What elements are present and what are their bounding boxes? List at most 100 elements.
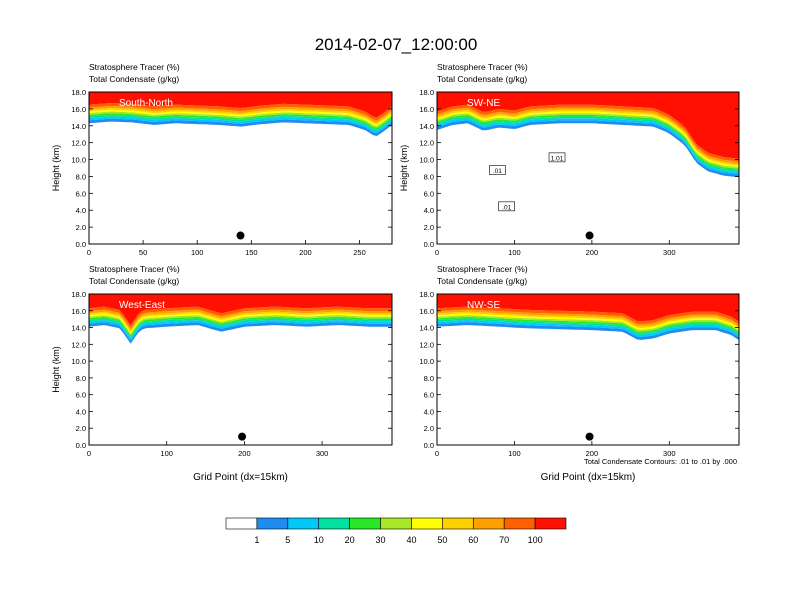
tracer-band	[89, 322, 392, 344]
x-tick-label: 0	[87, 449, 91, 458]
tracer-band	[437, 316, 739, 334]
subtitle-tracer: Stratosphere Tracer (%)	[437, 62, 528, 72]
tracer-band	[89, 114, 392, 131]
subtitle-tracer: Stratosphere Tracer (%)	[89, 62, 180, 72]
y-tick-label: 10.0	[419, 156, 434, 165]
y-axis-label: Height (km)	[51, 145, 61, 192]
colorbar-swatch	[287, 517, 320, 530]
subtitle-condensate: Total Condensate (g/kg)	[89, 74, 179, 84]
y-tick-label: 2.0	[76, 424, 86, 433]
x-tick-label: 200	[586, 449, 599, 458]
y-tick-label: 18.0	[419, 290, 434, 299]
tracer-band	[89, 306, 392, 329]
location-marker	[238, 432, 247, 441]
colorbar-swatch	[472, 517, 505, 530]
contour-label: .01	[502, 204, 511, 211]
tracer-band	[89, 316, 392, 337]
y-tick-label: 14.0	[419, 122, 434, 131]
x-tick-label: 200	[238, 449, 251, 458]
tracer-band	[89, 92, 392, 118]
tracer-band	[89, 113, 392, 130]
colorbar-label: 100	[528, 535, 543, 545]
subtitle-tracer: Stratosphere Tracer (%)	[437, 264, 528, 274]
tracer-band	[437, 318, 739, 336]
y-tick-label: 10.0	[419, 357, 434, 366]
tracer-band	[89, 311, 392, 332]
y-tick-label: 4.0	[76, 206, 86, 215]
tracer-band	[89, 318, 392, 339]
x-tick-label: 100	[160, 449, 173, 458]
x-tick-label: 50	[139, 248, 147, 257]
y-tick-label: 0.0	[424, 441, 434, 450]
colorbar-label: 10	[314, 535, 324, 545]
panel-west-east: West-East Stratosphere Tracer (%) Total Co…	[51, 264, 393, 483]
tracer-band	[437, 311, 739, 329]
colorbar-swatch	[411, 517, 443, 530]
x-tick-label: 0	[87, 248, 91, 257]
subtitle-condensate: Total Condensate (g/kg)	[89, 276, 179, 286]
y-tick-label: 4.0	[424, 407, 434, 416]
panel-label: South-North	[119, 98, 173, 109]
y-tick-label: 0.0	[424, 240, 434, 249]
y-tick-label: 10.0	[71, 357, 86, 366]
x-tick-label: 250	[353, 248, 366, 257]
panel-label: NW-SE	[467, 300, 500, 311]
colorbar-label: 40	[406, 535, 416, 545]
y-tick-label: 2.0	[424, 424, 434, 433]
y-tick-label: 8.0	[76, 172, 86, 181]
plot-frame	[88, 91, 393, 245]
tracer-band	[89, 103, 392, 121]
x-tick-label: 300	[316, 449, 329, 458]
figure-title: 2014-02-07_12:00:00	[315, 35, 478, 54]
tracer-band	[89, 118, 392, 136]
colorbar-label: 5	[285, 535, 290, 545]
colorbar-swatch	[225, 517, 258, 530]
y-tick-label: 16.0	[71, 307, 86, 316]
y-tick-label: 0.0	[76, 441, 86, 450]
x-tick-label: 200	[299, 248, 312, 257]
colorbar-label: 70	[499, 535, 509, 545]
tracer-band	[89, 294, 392, 326]
contour-label-box	[548, 152, 566, 163]
x-tick-label: 100	[508, 248, 521, 257]
location-marker	[585, 231, 594, 240]
contour-label: .01	[493, 168, 502, 175]
x-tick-label: 100	[191, 248, 204, 257]
tracer-band	[89, 108, 392, 125]
colorbar-swatch	[256, 517, 289, 530]
plot-frame	[88, 293, 393, 446]
tracer-band	[89, 309, 392, 331]
colorbar-swatch	[442, 517, 474, 530]
y-tick-label: 0.0	[76, 240, 86, 249]
tracer-band	[437, 92, 739, 159]
y-tick-label: 18.0	[71, 88, 86, 97]
panels-group: South-North Stratosphere Tracer (%) Total …	[51, 62, 740, 483]
y-tick-label: 12.0	[71, 340, 86, 349]
tracer-band	[89, 109, 392, 126]
panel-nw-se: NW-SE Stratosphere Tracer (%) Total Conden…	[419, 264, 740, 483]
panel-sw-ne: .01 .01 1.01 SW-NE Stratosphere Tracer (%) To…	[399, 62, 740, 257]
y-tick-label: 16.0	[71, 105, 86, 114]
panel-south-north: South-North Stratosphere Tracer (%) Total …	[51, 62, 393, 257]
location-marker	[236, 231, 245, 240]
y-tick-label: 6.0	[76, 189, 86, 198]
colorbar: 1 5 10 20 30 40 50 60 70 100	[225, 517, 567, 545]
colorbar-label: 60	[468, 535, 478, 545]
colorbar-label: 1	[254, 535, 259, 545]
footnote: Total Condensate Contours: .01 to .01 by…	[584, 457, 737, 466]
location-marker	[585, 432, 594, 441]
y-tick-label: 6.0	[424, 391, 434, 400]
tracer-band	[89, 111, 392, 128]
tracer-band	[437, 322, 739, 341]
x-tick-label: 150	[245, 248, 258, 257]
panel-label: SW-NE	[467, 98, 500, 109]
tracer-band	[89, 116, 392, 134]
tracer-band	[89, 315, 392, 336]
y-tick-label: 18.0	[419, 88, 434, 97]
tracer-band	[89, 106, 392, 123]
tracer-band	[89, 313, 392, 334]
colorbar-label: 30	[376, 535, 386, 545]
plot-frame	[436, 293, 740, 446]
y-tick-label: 14.0	[71, 324, 86, 333]
